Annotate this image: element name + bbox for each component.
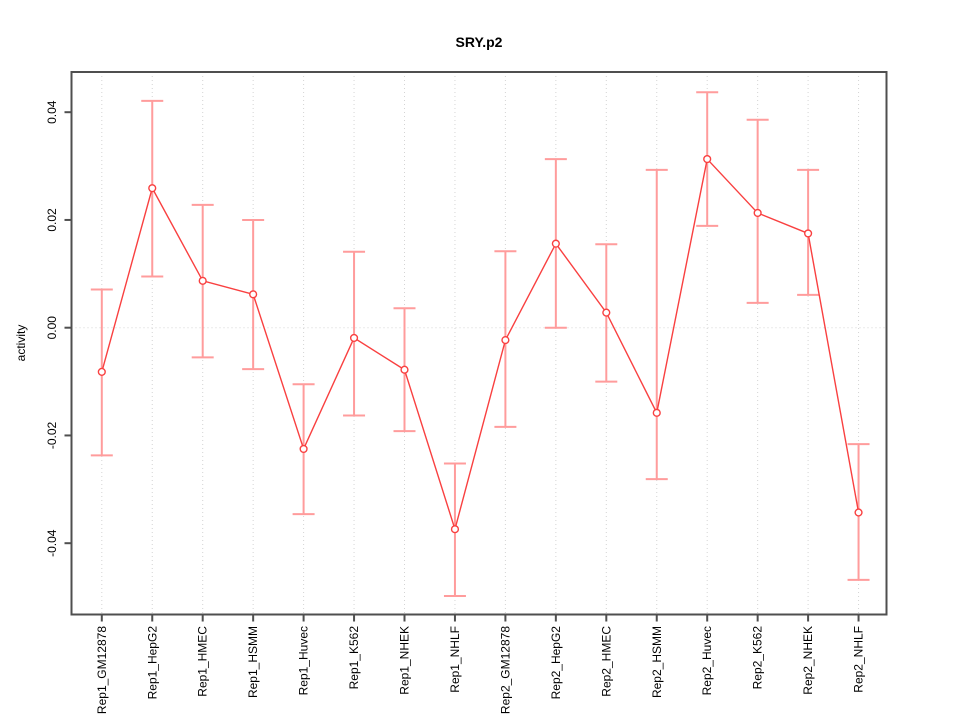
data-point bbox=[400, 365, 409, 374]
y-tick-label: 0.04 bbox=[45, 100, 59, 124]
x-tick-label: Rep1_K562 bbox=[347, 626, 361, 690]
data-point bbox=[299, 444, 308, 454]
data-point bbox=[703, 154, 712, 164]
x-tick-label: Rep1_HepG2 bbox=[145, 626, 159, 700]
series-line-group bbox=[101, 157, 860, 532]
y-tick-label: -0.04 bbox=[45, 529, 59, 557]
x-tick-label: Rep1_NHEK bbox=[398, 626, 412, 695]
x-tick-label: Rep2_K562 bbox=[751, 626, 765, 690]
data-point bbox=[198, 276, 207, 285]
x-tick-label: Rep2_HMEC bbox=[599, 626, 613, 697]
data-point bbox=[551, 239, 560, 248]
y-tick-label: 0.00 bbox=[45, 316, 59, 340]
data-point bbox=[854, 508, 863, 517]
x-tick-label: Rep2_NHEK bbox=[801, 626, 815, 695]
data-point bbox=[97, 367, 106, 376]
series-line bbox=[101, 157, 860, 532]
axes: -0.04 -0.02 0.00 0.02 0.04 Rep1_GM12878 Rep1_H… bbox=[45, 71, 888, 714]
x-tick-label: Rep2_Huvec bbox=[700, 626, 714, 695]
chart-title: SRY.p2 bbox=[456, 34, 503, 50]
x-tick-label: Rep2_NHLF bbox=[852, 626, 866, 693]
data-point bbox=[501, 335, 510, 345]
data-point bbox=[602, 308, 611, 317]
data-point bbox=[450, 525, 460, 534]
x-tick-label: Rep1_HMEC bbox=[196, 626, 210, 697]
data-point bbox=[148, 184, 157, 193]
x-tick-label: Rep1_Huvec bbox=[297, 626, 311, 695]
x-tick-label: Rep2_HSMM bbox=[650, 626, 664, 698]
x-tick-label: Rep1_GM12878 bbox=[95, 626, 109, 714]
x-tick-label: Rep1_HSMM bbox=[246, 626, 260, 698]
data-point bbox=[652, 408, 661, 417]
x-tick-label: Rep2_GM12878 bbox=[498, 626, 512, 714]
data-point bbox=[349, 333, 359, 343]
data-point bbox=[249, 290, 258, 299]
error-bars bbox=[90, 91, 870, 597]
data-point bbox=[753, 208, 762, 218]
data-point bbox=[803, 229, 813, 238]
data-points bbox=[97, 154, 863, 534]
y-tick-label: 0.02 bbox=[45, 208, 59, 232]
x-tick-label: Rep2_HepG2 bbox=[549, 626, 563, 700]
x-tick-label: Rep1_NHLF bbox=[448, 626, 462, 693]
y-axis-label: activity bbox=[14, 325, 28, 362]
y-tick-label: -0.02 bbox=[45, 421, 59, 449]
gridlines bbox=[71, 72, 887, 615]
plot-border bbox=[70, 71, 888, 616]
